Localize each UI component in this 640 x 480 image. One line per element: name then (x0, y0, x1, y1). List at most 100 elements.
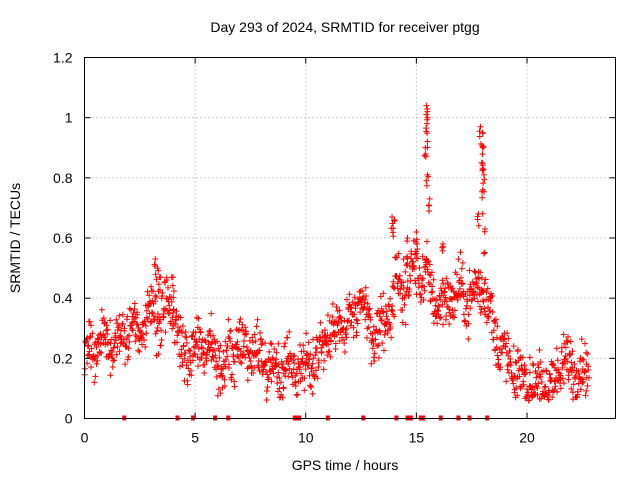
data-point (514, 392, 521, 399)
data-point (320, 366, 327, 373)
data-point (543, 368, 550, 375)
data-point (293, 392, 300, 399)
data-point (405, 293, 412, 300)
data-point (199, 336, 206, 343)
data-point (226, 335, 233, 342)
data-point (108, 336, 115, 343)
data-point (111, 357, 118, 364)
data-point (424, 257, 431, 264)
data-point (473, 280, 480, 287)
data-point (568, 385, 575, 392)
data-point (170, 322, 177, 329)
data-point (227, 328, 234, 335)
data-point (564, 358, 571, 365)
data-point (143, 314, 150, 321)
data-point (285, 361, 292, 368)
data-point (196, 336, 203, 343)
data-point (213, 374, 220, 381)
data-point (458, 265, 465, 272)
data-point (113, 316, 120, 323)
data-point (580, 378, 587, 385)
data-point (533, 374, 540, 381)
data-point (406, 286, 413, 293)
data-point (483, 289, 490, 296)
data-point (372, 336, 379, 343)
data-point (210, 332, 217, 339)
data-point (437, 296, 444, 303)
data-point (164, 284, 171, 291)
data-point (357, 309, 364, 316)
data-point (252, 338, 259, 345)
data-point (343, 325, 350, 332)
data-point (420, 296, 427, 303)
data-point (225, 316, 232, 323)
data-point (201, 369, 208, 376)
data-point (110, 344, 117, 351)
data-point (282, 340, 289, 347)
data-point (584, 350, 591, 357)
data-point (291, 360, 298, 367)
data-point (577, 386, 584, 393)
data-point (222, 356, 229, 363)
data-point (190, 344, 197, 351)
data-point (153, 276, 160, 283)
data-point (170, 274, 176, 281)
data-point (237, 359, 244, 366)
data-point (489, 293, 496, 300)
data-point (388, 334, 395, 341)
data-point (208, 310, 215, 317)
data-point (537, 373, 544, 380)
data-point (132, 314, 139, 321)
data-point (202, 355, 209, 362)
data-point (380, 309, 387, 316)
data-point (298, 370, 305, 377)
data-point (457, 274, 464, 281)
data-point (377, 313, 384, 320)
data-point (119, 321, 126, 328)
data-point (119, 311, 126, 318)
data-point (206, 347, 213, 354)
data-point (146, 292, 153, 299)
data-point (194, 341, 201, 348)
data-point (362, 292, 369, 299)
data-point (441, 288, 448, 295)
data-point (207, 327, 214, 334)
data-point (478, 188, 485, 195)
data-point (286, 328, 293, 335)
data-point (120, 340, 127, 347)
data-point (497, 364, 504, 371)
data-point (526, 369, 533, 376)
data-point (403, 253, 410, 260)
data-point (474, 292, 481, 299)
data-point (492, 319, 499, 326)
data-point (578, 336, 585, 343)
data-point (328, 338, 335, 345)
data-point (294, 391, 301, 398)
data-point (465, 320, 472, 327)
data-point (534, 384, 541, 391)
data-point (183, 362, 190, 369)
data-point (400, 279, 407, 286)
data-point (261, 363, 268, 370)
x-tick-label: 0 (81, 430, 89, 446)
data-point (387, 295, 394, 302)
data-point (446, 309, 453, 316)
data-point (476, 133, 483, 140)
data-point (553, 345, 560, 352)
data-point (333, 331, 340, 338)
data-point (338, 318, 345, 325)
data-point (347, 304, 354, 311)
data-point (155, 281, 162, 288)
data-point (575, 380, 582, 387)
data-point (173, 308, 180, 315)
data-point (423, 177, 430, 184)
axis-ticks (84, 57, 616, 419)
data-point (476, 291, 483, 298)
data-point (178, 351, 185, 358)
data-point (300, 348, 307, 355)
data-point (155, 351, 162, 358)
data-point (263, 397, 270, 404)
data-point (280, 360, 287, 367)
data-point (107, 372, 114, 379)
data-point (427, 298, 434, 305)
